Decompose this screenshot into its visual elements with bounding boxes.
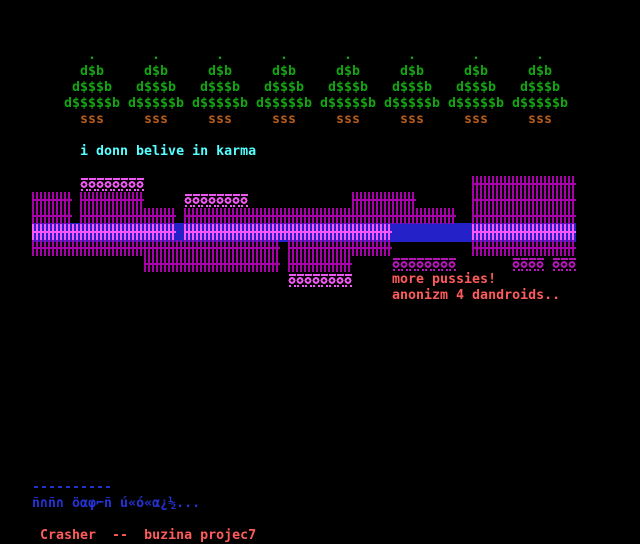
fence-segment <box>472 208 576 224</box>
divider-dashes: ---------- <box>32 480 113 495</box>
zero-glyph <box>88 176 96 192</box>
tree-trunk: sss <box>271 112 297 127</box>
zero-glyph <box>392 256 400 272</box>
fence-segment <box>32 208 72 224</box>
zero-glyph <box>552 256 560 272</box>
fence-segment <box>80 208 176 224</box>
fence-segment <box>32 192 72 208</box>
ascii-tree: . d$b d$$$b d$$$$$b sss <box>316 48 380 128</box>
zero-glyph-row <box>552 256 576 272</box>
fence-segment <box>472 240 576 256</box>
fence-segment <box>144 256 280 272</box>
zero-glyph <box>344 272 352 288</box>
zero-glyph <box>320 272 328 288</box>
fence-segment <box>288 240 392 256</box>
ascii-tree: . d$b d$$$b d$$$$$b sss <box>188 48 252 128</box>
fence-segment <box>32 224 176 240</box>
karma-message: i donn belive in karma <box>80 144 257 159</box>
fence-segment <box>184 208 456 224</box>
tree-trunk: sss <box>399 112 425 127</box>
ascii-tree: . d$b d$$$b d$$$$$b sss <box>380 48 444 128</box>
zero-glyph <box>136 176 144 192</box>
zero-glyph <box>200 192 208 208</box>
zero-glyph <box>208 192 216 208</box>
zero-glyph <box>432 256 440 272</box>
zero-glyph <box>416 256 424 272</box>
fence-segment <box>472 192 576 208</box>
ascii-tree: . d$b d$$$b d$$$$$b sss <box>60 48 124 128</box>
zero-glyph <box>112 176 120 192</box>
fence-segment <box>472 176 576 192</box>
mojibake-message: ñ∩ñ∩ öαφ⌐ñ ú«ó«α¿½... <box>32 496 201 511</box>
zero-glyph <box>520 256 528 272</box>
tree-trunk: sss <box>527 112 553 127</box>
zero-glyph <box>184 192 192 208</box>
zero-glyph <box>568 256 576 272</box>
zero-glyph <box>312 272 320 288</box>
zero-glyph <box>400 256 408 272</box>
ascii-tree: . d$b d$$$b d$$$$$b sss <box>252 48 316 128</box>
tree-trunk: sss <box>79 112 105 127</box>
fence-segment <box>472 224 576 240</box>
fence-segment <box>32 240 280 256</box>
tree-trunk: sss <box>143 112 169 127</box>
ascii-tree: . d$b d$$$b d$$$$$b sss <box>124 48 188 128</box>
zero-glyph-row <box>288 272 352 288</box>
zero-glyph <box>536 256 544 272</box>
zero-glyph <box>528 256 536 272</box>
zero-glyph <box>104 176 112 192</box>
zero-glyph <box>336 272 344 288</box>
zero-glyph <box>424 256 432 272</box>
zero-glyph <box>288 272 296 288</box>
zero-glyph <box>240 192 248 208</box>
zero-glyph <box>96 176 104 192</box>
zero-glyph <box>128 176 136 192</box>
more-pussies-message: more pussies! <box>392 272 497 287</box>
tree-trunk: sss <box>463 112 489 127</box>
fence-segment <box>352 192 416 208</box>
zero-glyph <box>216 192 224 208</box>
tree-trunk: sss <box>335 112 361 127</box>
zero-glyph <box>232 192 240 208</box>
zero-glyph-row <box>80 176 144 192</box>
zero-glyph <box>512 256 520 272</box>
zero-glyph-row <box>184 192 248 208</box>
zero-glyph <box>80 176 88 192</box>
zero-glyph <box>120 176 128 192</box>
zero-glyph <box>296 272 304 288</box>
zero-glyph <box>408 256 416 272</box>
zero-glyph <box>328 272 336 288</box>
ascii-tree: . d$b d$$$b d$$$$$b sss <box>444 48 508 128</box>
zero-glyph <box>448 256 456 272</box>
zero-glyph <box>224 192 232 208</box>
fence-segment <box>184 224 392 240</box>
zero-glyph-row <box>392 256 456 272</box>
anonizm-message: anonizm 4 dandroids.. <box>392 288 561 303</box>
zero-glyph-row <box>512 256 544 272</box>
tree-trunk: sss <box>207 112 233 127</box>
fence-segment <box>80 192 144 208</box>
zero-glyph <box>440 256 448 272</box>
zero-glyph <box>560 256 568 272</box>
zero-glyph <box>192 192 200 208</box>
zero-glyph <box>304 272 312 288</box>
fence-segment <box>288 256 352 272</box>
ascii-tree: . d$b d$$$b d$$$$$b sss <box>508 48 572 128</box>
credit-line: Crasher -- buzina projec7 <box>40 528 257 543</box>
